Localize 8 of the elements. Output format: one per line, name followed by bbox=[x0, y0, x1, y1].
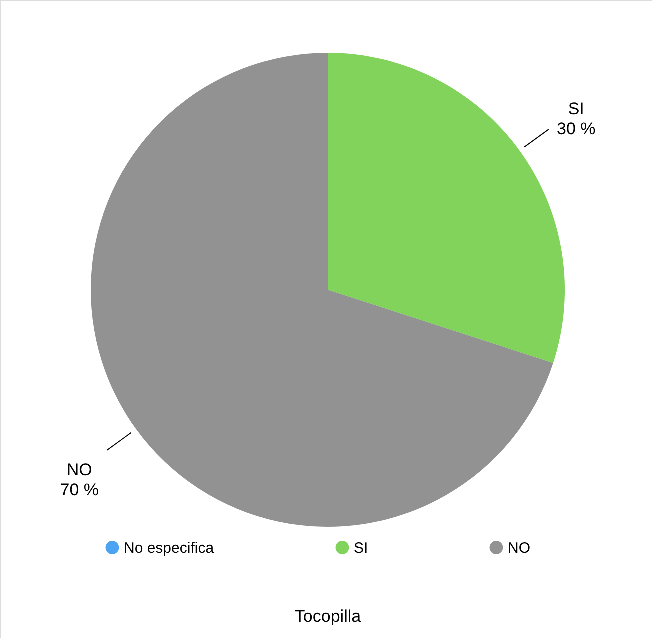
legend-label: SI bbox=[354, 540, 368, 557]
text: Tocopilla bbox=[294, 607, 362, 626]
slice-label: NO bbox=[66, 460, 92, 480]
data-label: 70 % bbox=[60, 480, 100, 500]
legend-label: No especifica bbox=[124, 540, 215, 557]
data-label: 30 % bbox=[556, 120, 596, 139]
legend-label: NO bbox=[508, 540, 530, 557]
slice-label: SI bbox=[568, 100, 584, 119]
